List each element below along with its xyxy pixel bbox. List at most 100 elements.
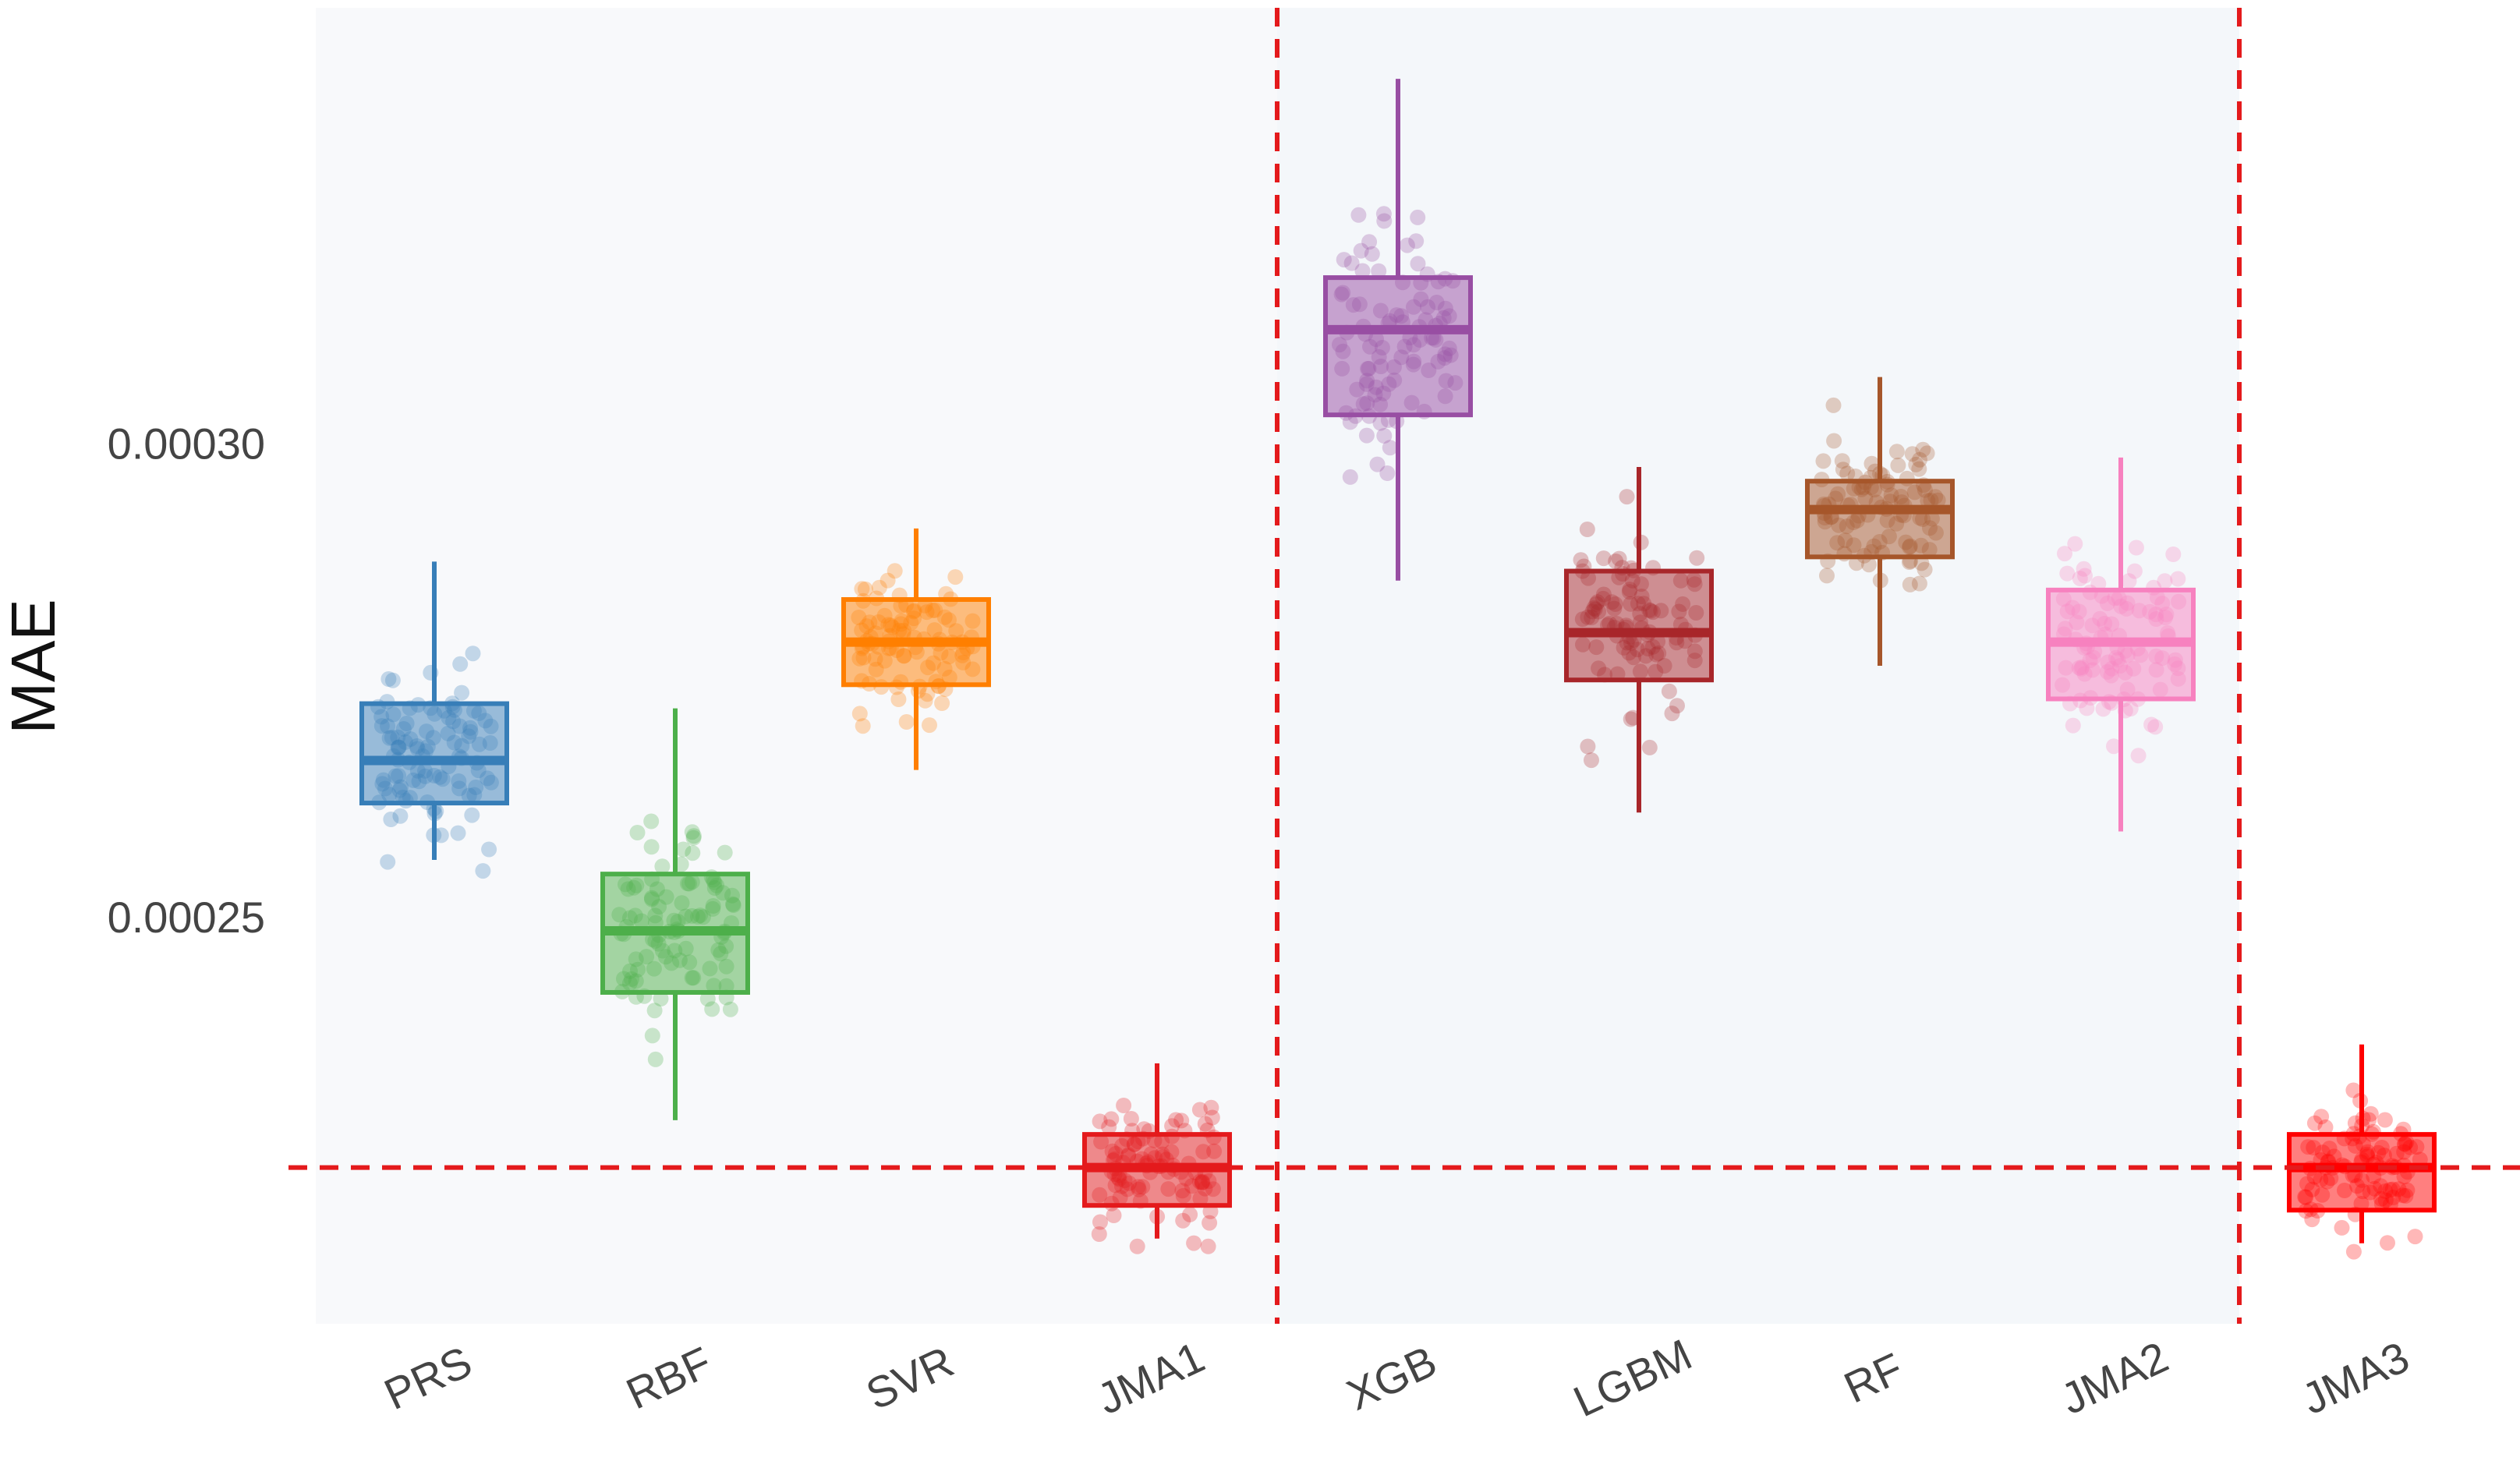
jma2-point: [2121, 573, 2137, 589]
rbf-point: [722, 1001, 738, 1017]
prs-point: [433, 827, 449, 844]
rf-point: [1888, 444, 1905, 460]
xgb-point: [1408, 233, 1425, 249]
xgb-point: [1382, 440, 1398, 456]
y-axis-label: MAE: [0, 599, 68, 734]
lgbm-box: [1564, 568, 1714, 683]
group-3-background: [2239, 8, 2520, 1324]
lgbm-point: [1608, 554, 1624, 569]
svr-point: [855, 718, 871, 734]
jma3-point: [2345, 1243, 2362, 1260]
xgb-point: [1350, 207, 1367, 223]
jma1-point: [1175, 1212, 1191, 1229]
jma3-point: [2377, 1112, 2393, 1128]
svr-point: [898, 714, 915, 730]
jma2-point: [2128, 539, 2144, 556]
jma2-point: [2170, 571, 2186, 587]
rf-point: [1911, 575, 1927, 592]
prs-box: [359, 701, 509, 806]
jma2-point: [2077, 568, 2093, 584]
rbf-point: [643, 813, 660, 829]
jma3-point: [2317, 1119, 2334, 1135]
jma1-point: [1091, 1226, 1107, 1242]
jma1-point: [1101, 1119, 1117, 1135]
rf-point: [1902, 576, 1918, 592]
jma1-point: [1106, 1208, 1122, 1223]
rf-point: [1913, 555, 1930, 571]
jma2-point: [2072, 571, 2088, 586]
lgbm-point: [1595, 550, 1612, 567]
jma1-point: [1204, 1109, 1220, 1126]
jma1-point: [1116, 1098, 1132, 1113]
xgb-point: [1361, 234, 1378, 250]
rf-point: [1825, 397, 1842, 413]
rbf-point: [684, 824, 700, 840]
y-axis: MAE 0.00025 0.00030: [0, 419, 265, 942]
x-tick-label-jma2: JMA2: [2054, 1332, 2175, 1424]
prs-point: [392, 808, 409, 824]
rbf-point: [717, 844, 733, 861]
rbf-point: [643, 839, 660, 855]
jma3-point: [2380, 1235, 2395, 1251]
x-axis: PRS RBF SVR JMA1 XGB LGBM RF JMA2 JMA3: [377, 1329, 2416, 1426]
svr-point: [947, 569, 964, 585]
jma3-point: [2407, 1229, 2423, 1245]
jma1-point: [1129, 1238, 1145, 1254]
rf-point: [1839, 465, 1856, 482]
rf-point: [1834, 453, 1850, 469]
jma3-point: [2347, 1115, 2363, 1131]
prs-point: [450, 825, 466, 841]
xgb-point: [1364, 246, 1380, 262]
xgb-point: [1342, 414, 1358, 430]
prs-point: [465, 646, 481, 662]
lgbm-point: [1573, 552, 1589, 568]
jma2-point: [2106, 738, 2122, 755]
jma3-point: [2304, 1211, 2320, 1228]
svr-point: [934, 695, 950, 711]
rbf-point: [699, 991, 716, 1007]
x-tick-label-jma1: JMA1: [1090, 1332, 1212, 1424]
lgbm-point: [1661, 683, 1677, 699]
jma2-point: [2079, 700, 2095, 716]
jma3-point: [2345, 1082, 2362, 1098]
x-tick-label-jma3: JMA3: [2295, 1332, 2416, 1424]
boxes: [359, 79, 2437, 1243]
jma1-point: [1092, 1214, 1108, 1230]
jma1-point: [1200, 1238, 1216, 1254]
xgb-point: [1376, 428, 1393, 444]
lgbm-point: [1611, 550, 1627, 567]
xgb-point: [1343, 255, 1360, 271]
jma1-point: [1191, 1102, 1208, 1118]
jma2-point: [2057, 546, 2072, 562]
rbf-point: [629, 825, 646, 840]
jma2-point: [2076, 561, 2092, 577]
svr-point: [887, 563, 903, 579]
jma2-point: [2065, 717, 2081, 734]
jma3-point: [2362, 1105, 2379, 1122]
rf-box: [1805, 479, 1955, 560]
rf-point: [1819, 568, 1835, 584]
jma3-box: [2287, 1132, 2437, 1213]
rf-point: [1917, 561, 1933, 578]
lgbm-point: [1664, 706, 1680, 722]
jma2-point: [2165, 546, 2182, 562]
svr-point: [857, 581, 873, 597]
rf-point: [1826, 433, 1842, 449]
group-1-background: [316, 8, 1277, 1324]
jma1-point: [1202, 1215, 1218, 1231]
rf-point: [1919, 445, 1935, 462]
rf-point: [1911, 461, 1927, 477]
jma2-point: [2090, 575, 2107, 592]
svr-point: [919, 686, 936, 702]
xgb-box: [1323, 275, 1473, 418]
x-tick-label-rbf: RBF: [619, 1337, 719, 1418]
jma2-point: [2147, 719, 2164, 735]
rf-point: [1915, 441, 1931, 458]
rbf-point: [704, 1001, 720, 1017]
jma1-point: [1197, 1116, 1213, 1132]
x-tick-label-rf: RF: [1837, 1343, 1910, 1413]
jma3-point: [2306, 1115, 2323, 1131]
rbf-point: [653, 991, 669, 1006]
jma1-point: [1203, 1099, 1219, 1116]
